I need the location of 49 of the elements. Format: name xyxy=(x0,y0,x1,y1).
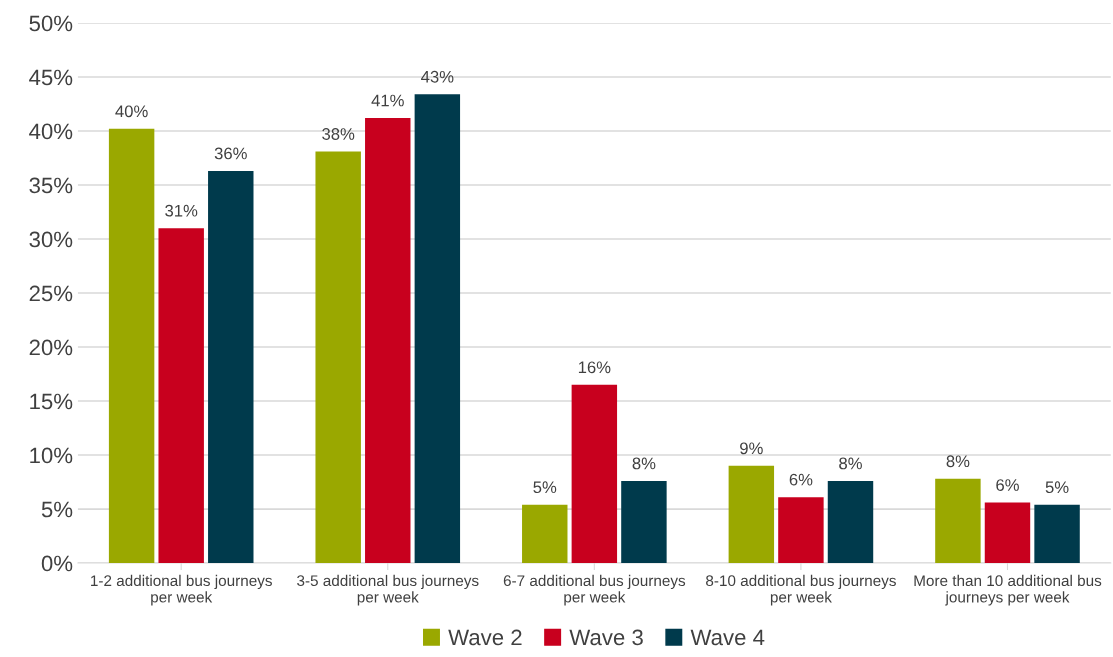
y-tick-label: 50% xyxy=(29,15,73,32)
x-tick-label: 6-7 additional bus journeys per week xyxy=(503,574,686,606)
y-tick-label: 40% xyxy=(29,123,73,140)
y-tick-label: 5% xyxy=(41,501,73,518)
bar xyxy=(1034,504,1080,564)
bar xyxy=(522,504,568,564)
bar xyxy=(778,497,824,564)
data-label: 38% xyxy=(322,128,355,140)
data-label: 8% xyxy=(839,457,862,470)
x-tick-label: 1-2 additional bus journeys per week xyxy=(91,574,272,606)
bar xyxy=(365,118,411,564)
y-tick-label: 10% xyxy=(30,447,73,464)
x-tick-label: More than 10 additional bus journeys per week xyxy=(914,574,1102,606)
bar xyxy=(827,480,874,564)
bar xyxy=(728,465,775,564)
legend-label: Wave 2 xyxy=(448,629,522,646)
y-tick-label: 25% xyxy=(29,285,73,302)
bar xyxy=(935,478,981,564)
data-label: 5% xyxy=(1045,481,1069,494)
data-label: 5% xyxy=(533,481,557,494)
data-label: 36% xyxy=(214,147,247,160)
bar xyxy=(108,128,155,564)
bar xyxy=(414,94,461,564)
data-label: 43% xyxy=(421,70,454,83)
x-tick-label: 3-5 additional bus journeys per week xyxy=(297,574,479,606)
y-tick-label: 15% xyxy=(30,393,73,410)
data-label: 40% xyxy=(115,105,148,118)
bar xyxy=(208,170,254,564)
y-tick-label: 20% xyxy=(29,339,73,356)
data-label: 6% xyxy=(789,473,813,486)
x-tick-label: 8-10 additional bus journeys per week xyxy=(706,574,896,606)
y-tick-label: 0% xyxy=(41,555,73,572)
y-tick-label: 35% xyxy=(29,177,73,194)
data-label: 8% xyxy=(946,455,970,468)
bar xyxy=(315,151,361,564)
bar xyxy=(984,502,1031,564)
bar xyxy=(571,384,618,564)
data-label: 41% xyxy=(371,94,404,107)
legend-label: Wave 3 xyxy=(569,629,643,646)
data-label: 8% xyxy=(632,457,656,470)
data-label: 9% xyxy=(740,442,763,455)
legend-label: Wave 4 xyxy=(690,629,765,646)
bar xyxy=(158,228,204,564)
data-label: 31% xyxy=(165,204,198,217)
bar xyxy=(621,480,667,564)
data-label: 16% xyxy=(578,361,611,374)
y-tick-label: 30% xyxy=(29,231,73,248)
data-label: 6% xyxy=(996,479,1019,491)
y-tick-label: 45% xyxy=(29,69,73,86)
